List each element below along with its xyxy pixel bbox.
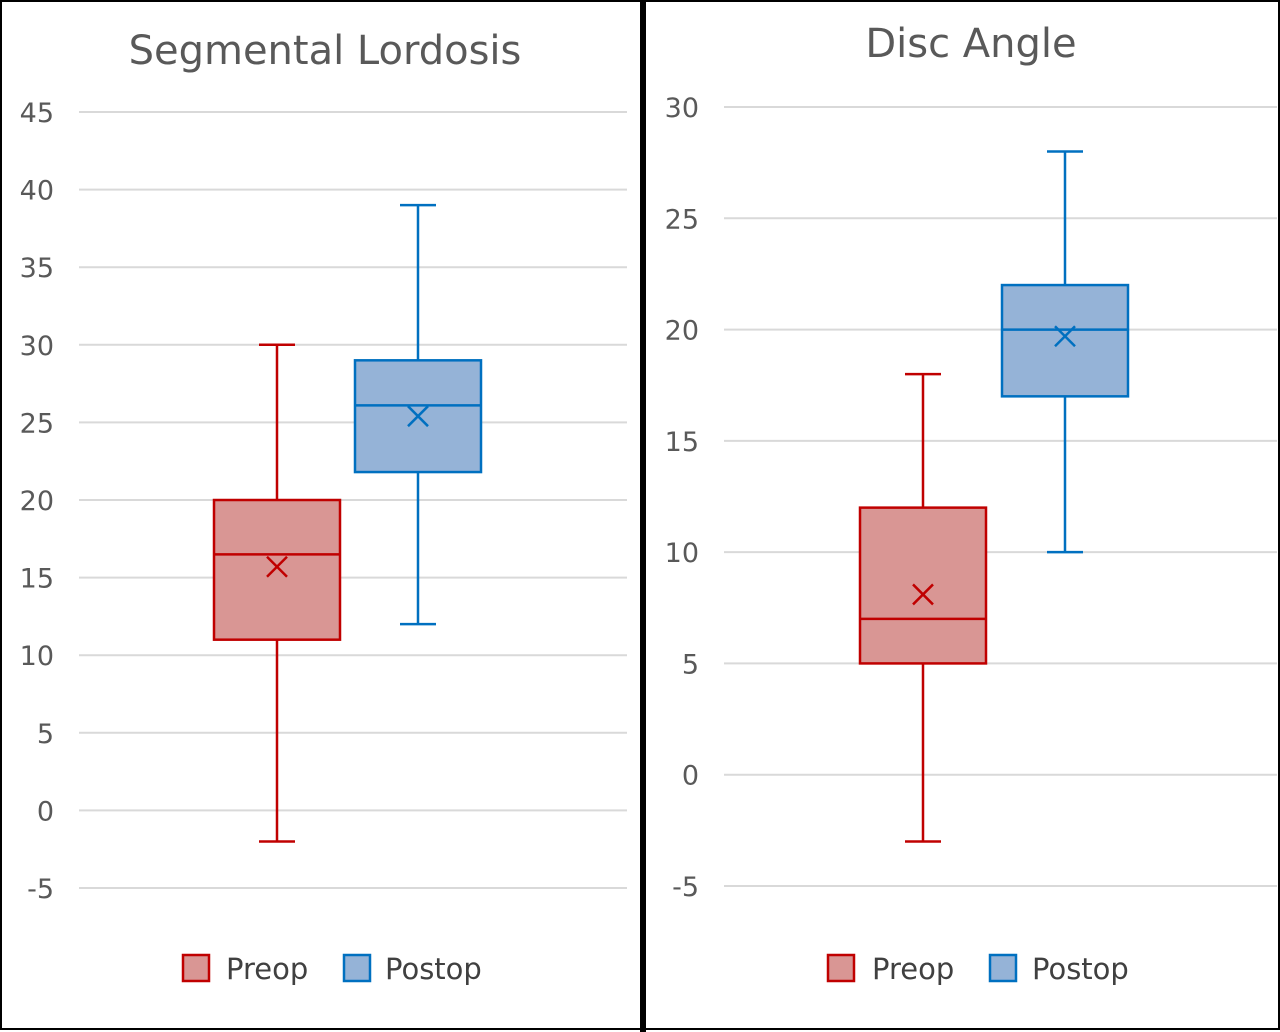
disc-angle-postop-mean-marker [1054,325,1076,348]
lordosis-postop-mean-marker [407,405,429,428]
disc-angle-preop-box [858,506,988,665]
lordosis-y-tick-label: 10 [20,641,54,672]
segmental-lordosis-panel: Segmental Lordosis -5 0 5 10 15 20 25 30 35 40 45 Pr… [2,2,640,1032]
lordosis-title: Segmental Lordosis [129,28,522,74]
lordosis-y-tick-label: 25 [20,408,54,439]
disc-angle-y-tick-label: -5 [672,872,699,903]
lordosis-y-tick-label: 5 [37,719,54,750]
legend-swatch-postop [342,953,372,983]
lordosis-y-tick-label: -5 [27,874,54,905]
disc-angle-preop-mean-marker [912,583,934,606]
lordosis-y-tick-label: 0 [37,796,54,827]
legend-swatch-preop [826,953,856,983]
lordosis-y-tick-label: 20 [20,486,54,517]
legend-swatch-preop [181,953,211,983]
lordosis-postop-mean-stroke [407,405,429,428]
disc-angle-y-tick-label: 25 [665,204,699,235]
disc-angle-chart: Disc Angle -5 0 5 10 15 20 25 30 Preop Postop [665,21,1277,986]
lordosis-preop-mean-marker [266,555,288,578]
disc-angle-y-tick-label: 10 [665,538,699,569]
disc-angle-y-tick-label: 5 [682,649,699,680]
disc-angle-preop-mean-stroke [912,583,934,606]
disc-angle-panel: Disc Angle -5 0 5 10 15 20 25 30 Preop Postop [646,2,1280,1032]
lordosis-y-tick-label: 40 [20,176,54,207]
disc-angle-title: Disc Angle [865,21,1076,67]
legend-swatch-postop [988,953,1018,983]
lordosis-preop-mean-stroke [266,555,288,578]
lordosis-y-tick-label: 30 [20,331,54,362]
lordosis-y-tick-label: 15 [20,564,54,595]
disc-angle-y-tick-label: 15 [665,427,699,458]
legend-label-preop: Preop [226,952,308,986]
disc-angle-postop-mean-stroke [1054,325,1076,348]
lordosis-y-tick-label: 35 [20,253,54,284]
legend-label-preop: Preop [872,952,954,986]
segmental-lordosis-chart: Segmental Lordosis -5 0 5 10 15 20 25 30 35 40 45 Pr… [20,28,627,986]
lordosis-y-tick-label: 45 [20,98,54,129]
disc-angle-y-tick-label: 30 [665,93,699,124]
lordosis-preop-box [212,498,342,641]
disc-angle-postop-box [1000,283,1130,398]
panel-divider [640,2,646,1032]
disc-angle-y-tick-label: 0 [682,761,699,792]
legend-label-postop: Postop [385,952,482,986]
legend-label-postop: Postop [1032,952,1129,986]
disc-angle-y-tick-label: 20 [665,316,699,347]
